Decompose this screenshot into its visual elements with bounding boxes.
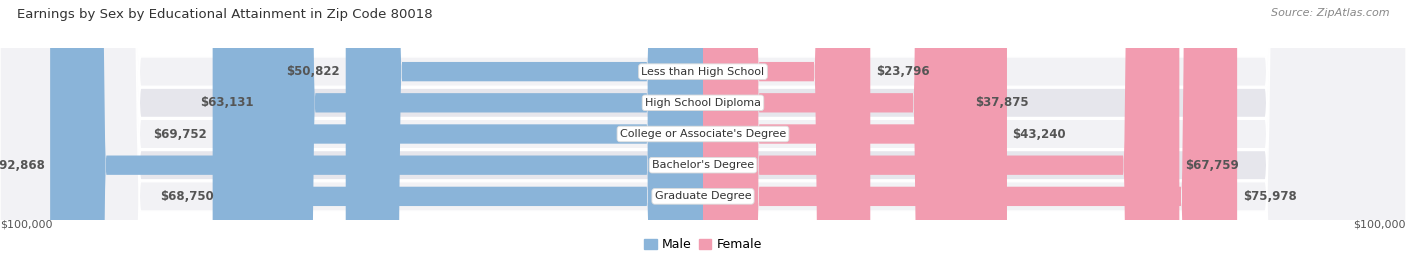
Text: Bachelor's Degree: Bachelor's Degree: [652, 160, 754, 170]
Text: $67,759: $67,759: [1185, 159, 1239, 172]
FancyBboxPatch shape: [703, 0, 870, 268]
FancyBboxPatch shape: [346, 0, 703, 268]
FancyBboxPatch shape: [212, 0, 703, 268]
FancyBboxPatch shape: [703, 0, 1007, 268]
Text: $50,822: $50,822: [287, 65, 340, 78]
FancyBboxPatch shape: [703, 0, 969, 268]
Text: $43,240: $43,240: [1012, 128, 1066, 140]
FancyBboxPatch shape: [703, 0, 1180, 268]
Text: College or Associate's Degree: College or Associate's Degree: [620, 129, 786, 139]
Text: $92,868: $92,868: [0, 159, 45, 172]
Text: $69,752: $69,752: [153, 128, 207, 140]
FancyBboxPatch shape: [259, 0, 703, 268]
Legend: Male, Female: Male, Female: [644, 238, 762, 251]
Text: $100,000: $100,000: [1354, 220, 1406, 230]
Text: $100,000: $100,000: [0, 220, 52, 230]
Text: High School Diploma: High School Diploma: [645, 98, 761, 108]
FancyBboxPatch shape: [219, 0, 703, 268]
Text: $68,750: $68,750: [160, 190, 214, 203]
FancyBboxPatch shape: [703, 0, 1237, 268]
Text: $37,875: $37,875: [974, 96, 1029, 109]
Text: Graduate Degree: Graduate Degree: [655, 191, 751, 201]
FancyBboxPatch shape: [51, 0, 703, 268]
Text: $75,978: $75,978: [1243, 190, 1296, 203]
Text: $63,131: $63,131: [200, 96, 253, 109]
Text: Earnings by Sex by Educational Attainment in Zip Code 80018: Earnings by Sex by Educational Attainmen…: [17, 8, 433, 21]
Text: Source: ZipAtlas.com: Source: ZipAtlas.com: [1271, 8, 1389, 18]
Text: $23,796: $23,796: [876, 65, 929, 78]
Text: Less than High School: Less than High School: [641, 67, 765, 77]
